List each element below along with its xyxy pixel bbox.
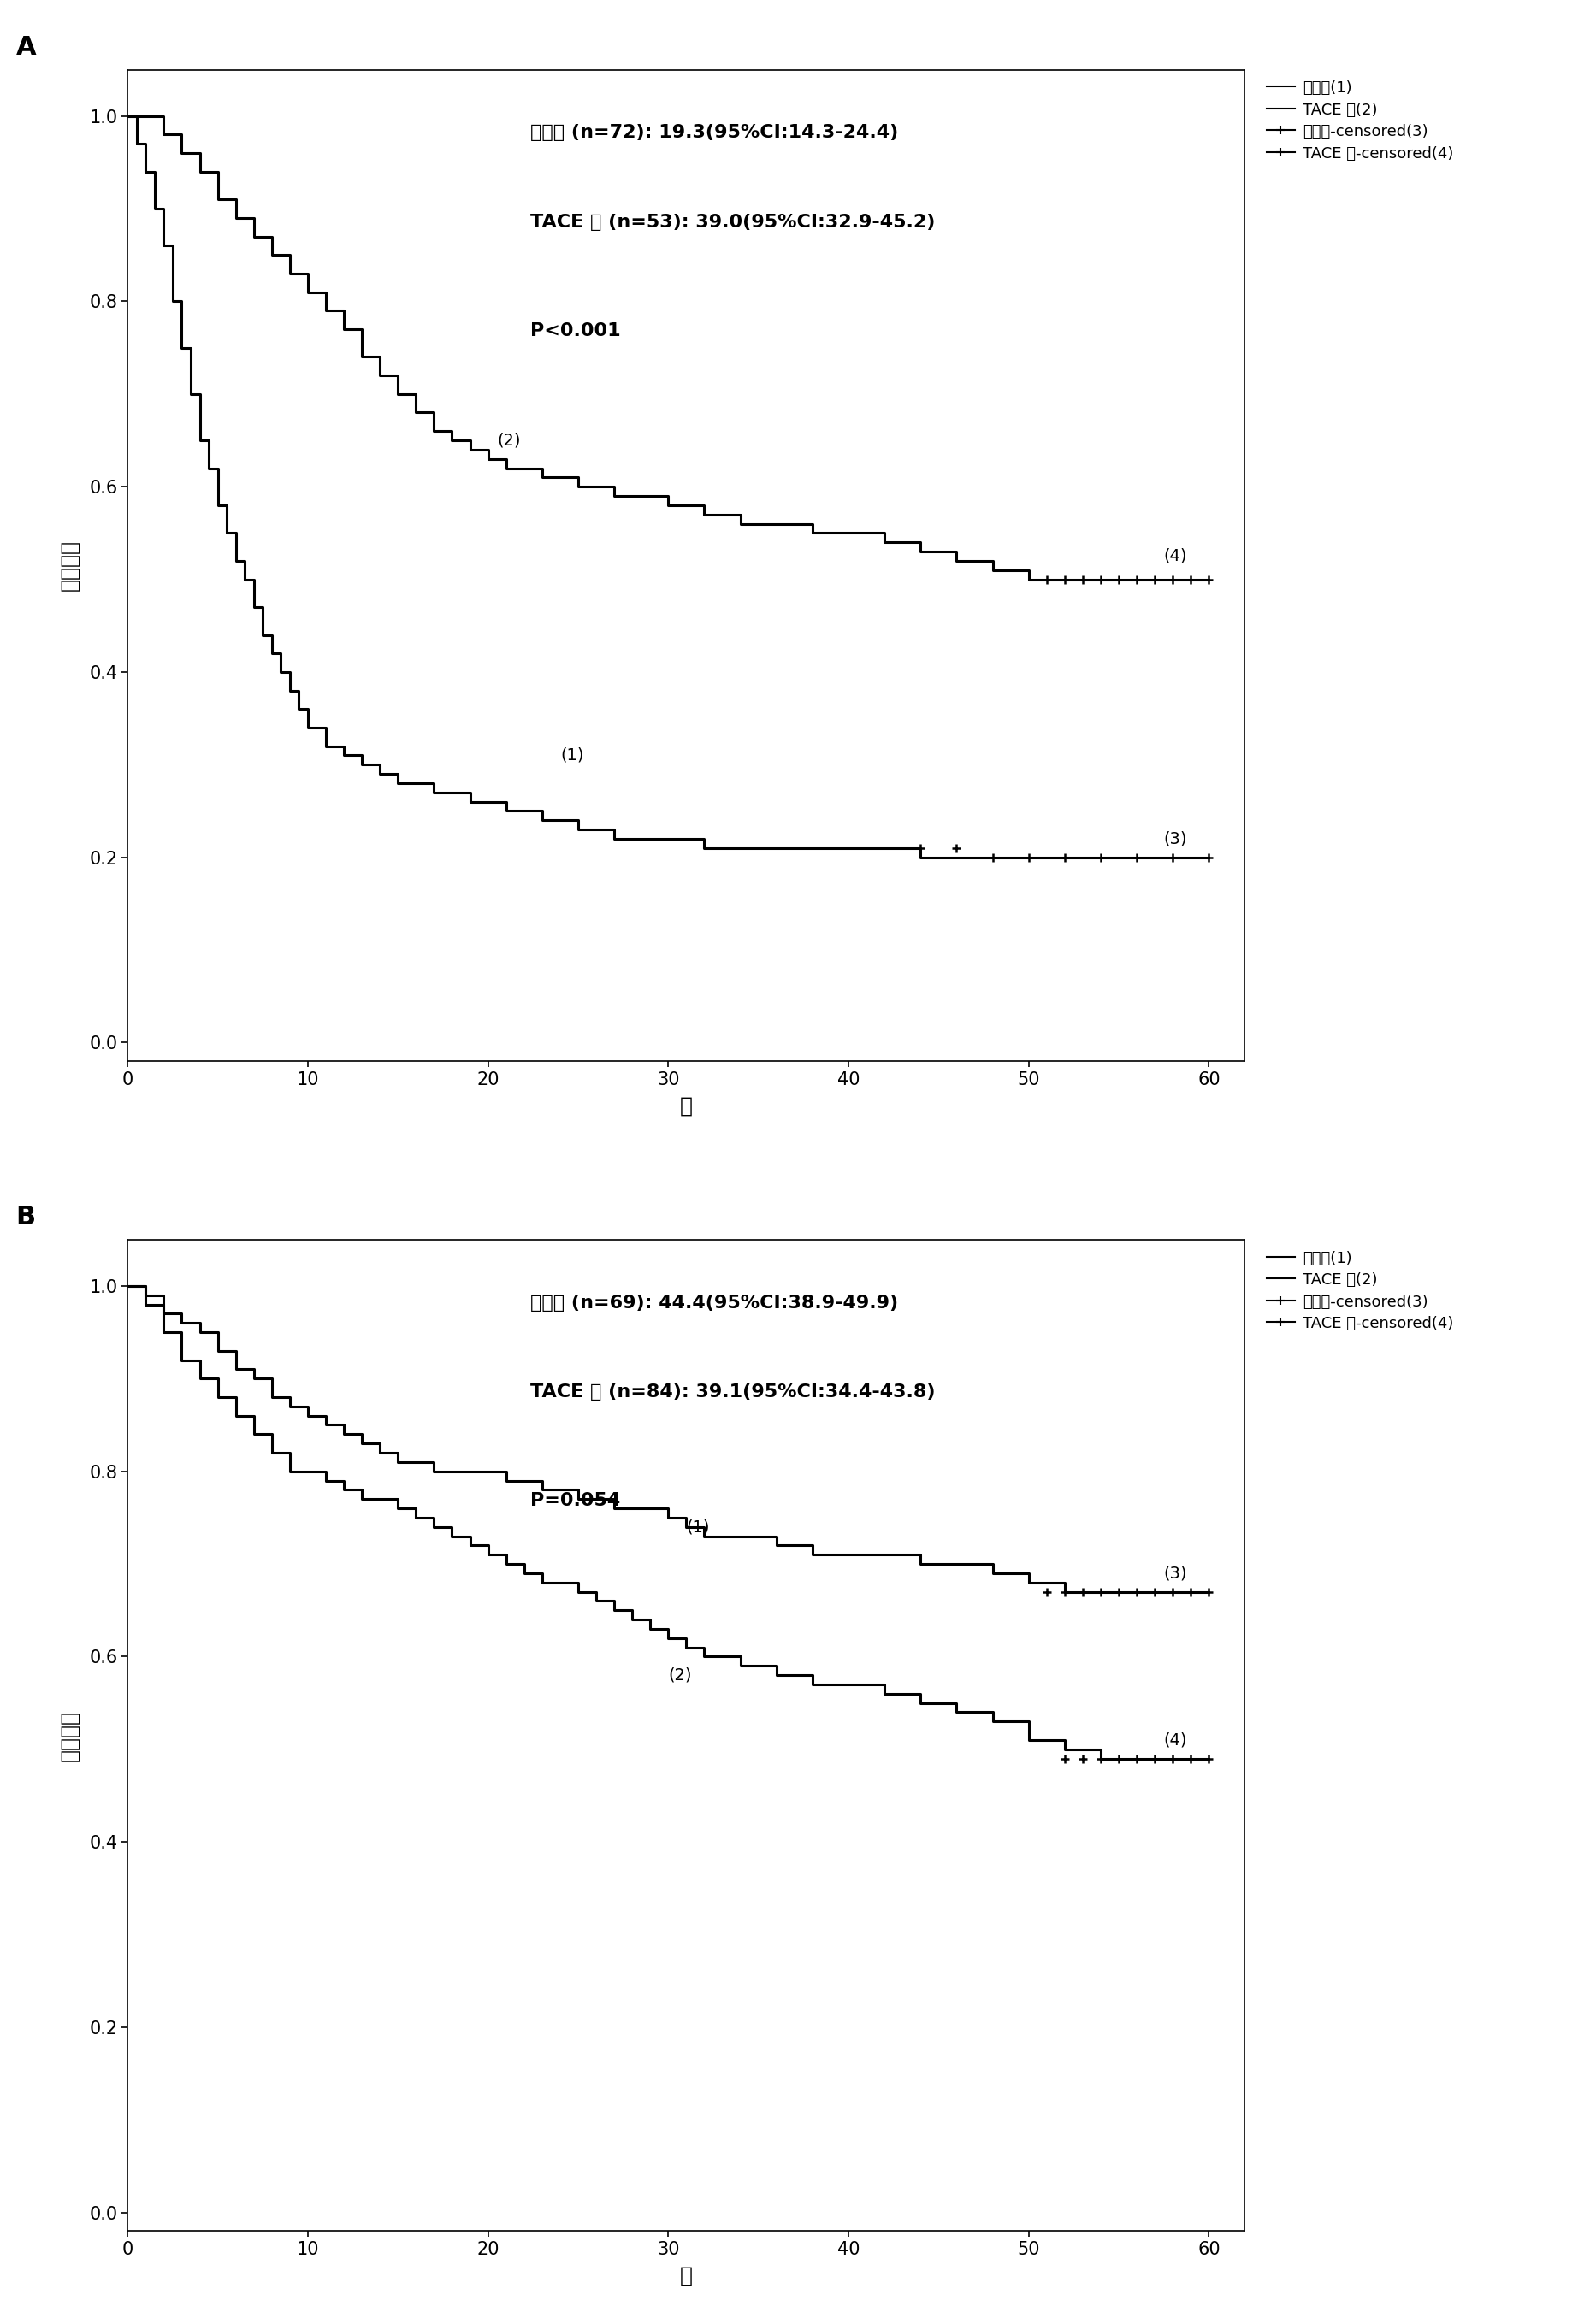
Text: (2): (2): [496, 432, 520, 449]
Legend: 对照组(1), TACE 组(2), 对照组-censored(3), TACE 组-censored(4): 对照组(1), TACE 组(2), 对照组-censored(3), TACE…: [1264, 77, 1456, 165]
Text: (2): (2): [669, 1666, 691, 1683]
Text: (4): (4): [1163, 548, 1187, 565]
Text: (3): (3): [1163, 1564, 1187, 1580]
Text: P<0.001: P<0.001: [530, 323, 621, 339]
Text: (1): (1): [560, 748, 584, 765]
Text: (1): (1): [686, 1518, 710, 1534]
Y-axis label: 生存曲线: 生存曲线: [59, 539, 80, 590]
X-axis label: 月: 月: [680, 2266, 693, 2287]
Text: A: A: [16, 35, 37, 60]
Text: 对照组 (n=69): 44.4(95%CI:38.9-49.9): 对照组 (n=69): 44.4(95%CI:38.9-49.9): [530, 1294, 899, 1311]
Text: TACE 组 (n=53): 39.0(95%CI:32.9-45.2): TACE 组 (n=53): 39.0(95%CI:32.9-45.2): [530, 214, 935, 230]
X-axis label: 月: 月: [680, 1095, 693, 1116]
Text: 对照组 (n=72): 19.3(95%CI:14.3-24.4): 对照组 (n=72): 19.3(95%CI:14.3-24.4): [530, 123, 899, 142]
Text: (3): (3): [1163, 830, 1187, 846]
Text: (4): (4): [1163, 1731, 1187, 1748]
Text: B: B: [16, 1204, 35, 1229]
Text: TACE 组 (n=84): 39.1(95%CI:34.4-43.8): TACE 组 (n=84): 39.1(95%CI:34.4-43.8): [530, 1383, 935, 1401]
Text: P=0.054: P=0.054: [530, 1492, 619, 1511]
Legend: 对照组(1), TACE 组(2), 对照组-censored(3), TACE 组-censored(4): 对照组(1), TACE 组(2), 对照组-censored(3), TACE…: [1264, 1248, 1456, 1334]
Y-axis label: 生存曲线: 生存曲线: [59, 1710, 80, 1762]
